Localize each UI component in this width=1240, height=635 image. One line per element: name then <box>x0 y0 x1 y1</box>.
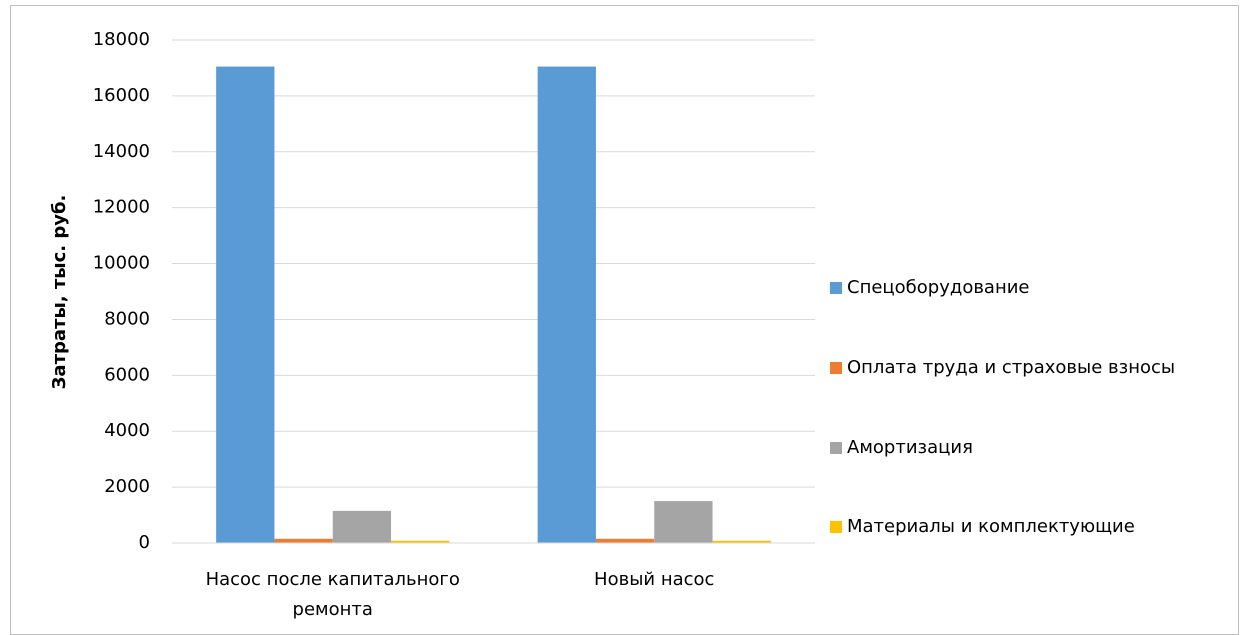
y-tick-label: 2000 <box>104 476 150 497</box>
legend-swatch <box>830 442 842 454</box>
x-tick-label: Новый насос <box>594 569 715 590</box>
bar <box>595 538 655 543</box>
x-tick-label: Насос после капитального ремонта <box>205 569 460 620</box>
legend-label: Материалы и комплектующие <box>847 516 1135 537</box>
y-tick-label: 14000 <box>93 141 150 162</box>
y-tick-label: 10000 <box>93 253 150 274</box>
legend-label: Амортизация <box>847 437 973 458</box>
legend-label: Спецоборудование <box>847 277 1030 298</box>
bar <box>391 540 450 543</box>
bar <box>216 66 275 543</box>
bar <box>274 538 333 543</box>
y-axis-label: Затраты, тыс. руб. <box>49 195 70 390</box>
bar <box>654 501 713 543</box>
y-tick-label: 4000 <box>104 420 150 441</box>
y-tick-label: 12000 <box>93 197 150 218</box>
legend-swatch <box>830 521 842 533</box>
legend-swatch <box>830 282 842 294</box>
legend-swatch <box>830 362 842 374</box>
chart-border <box>10 5 1239 635</box>
y-tick-label: 0 <box>139 532 150 553</box>
y-tick-label: 6000 <box>104 364 150 385</box>
y-tick-label: 16000 <box>93 85 150 106</box>
legend-label: Оплата труда и страховые взносы <box>847 357 1176 378</box>
bar <box>332 510 392 543</box>
y-tick-label: 18000 <box>93 29 150 50</box>
bar <box>537 66 596 543</box>
y-tick-label: 8000 <box>104 308 150 329</box>
bar <box>712 540 771 543</box>
